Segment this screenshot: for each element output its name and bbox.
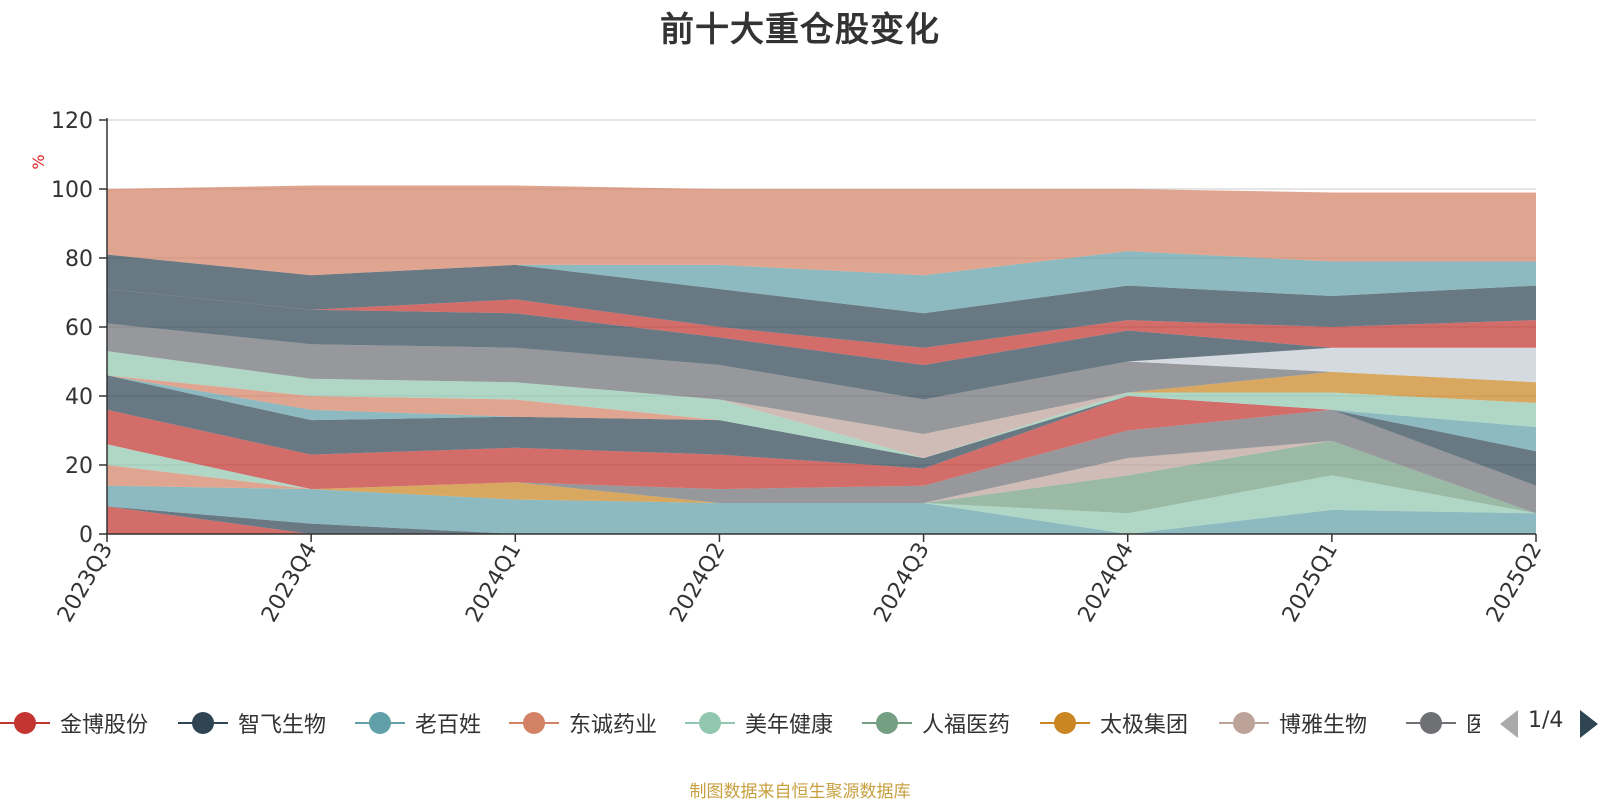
legend-item[interactable]: 美年健康	[685, 705, 833, 741]
area-series-24	[107, 185, 1536, 276]
legend-item[interactable]: 东诚药业	[509, 705, 657, 741]
legend-item[interactable]: 博雅生物	[1219, 705, 1367, 741]
previous-page-icon[interactable]	[1500, 710, 1518, 738]
legend-item[interactable]: 金博股份	[0, 705, 148, 741]
legend-label: 金博股份	[60, 713, 149, 738]
legend-item[interactable]: 老百姓	[355, 705, 481, 741]
area-series-20	[107, 289, 1536, 400]
area-series-23	[107, 251, 1536, 314]
legend-label: 医疗服务	[1466, 713, 1480, 738]
legend-label: 太极集团	[1100, 713, 1189, 738]
x-tick-label: 2023Q3	[53, 539, 118, 627]
legend-circle-icon	[355, 705, 405, 741]
area-series-19	[107, 323, 1536, 400]
y-tick-label: 20	[65, 454, 93, 479]
area-series-8	[107, 440, 1536, 514]
area-series-10	[107, 396, 1536, 490]
area-series-1	[107, 506, 1536, 534]
legend-circle-icon	[1406, 705, 1456, 741]
y-tick-label: 100	[51, 178, 93, 203]
legend-circle-icon	[1219, 705, 1269, 741]
area-series-9	[107, 409, 1536, 514]
x-tick-label: 2025Q2	[1482, 539, 1547, 627]
legend-page-indicator: 1/4	[1528, 708, 1564, 733]
y-axis-label: %	[29, 154, 48, 169]
x-tick-label: 2024Q4	[1074, 539, 1139, 627]
legend-circle-icon	[862, 705, 912, 741]
next-page-icon[interactable]	[1580, 710, 1598, 738]
area-series-18	[107, 323, 1536, 434]
y-tick-label: 120	[51, 109, 93, 134]
stacked-area-chart: 0 20 40 60 80 100 120% 2023Q3 2023Q4 2024Q1 2024Q2…	[29, 109, 1547, 627]
legend-item[interactable]: 智飞生物	[178, 705, 326, 741]
area-series-3	[107, 485, 1536, 534]
legend-label: 博雅生物	[1279, 713, 1368, 738]
area-series	[107, 185, 1536, 534]
y-tick-label: 60	[65, 316, 93, 341]
y-tick-label: 80	[65, 247, 93, 272]
legend-pager: 1/4	[1500, 705, 1600, 741]
y-tick-label: 0	[79, 523, 93, 548]
legend-item[interactable]: 太极集团	[1040, 705, 1188, 741]
y-tick-label: 40	[65, 385, 93, 410]
legend-label: 人福医药	[922, 713, 1011, 738]
area-series-11	[107, 375, 1536, 486]
x-tick-label: 2024Q3	[869, 539, 934, 627]
x-tick-label: 2024Q2	[665, 539, 730, 627]
area-series-7	[107, 440, 1536, 514]
legend-label: 老百姓	[415, 713, 482, 738]
area-series-6	[107, 440, 1536, 514]
area-series-21	[107, 289, 1536, 365]
legend-circle-icon	[509, 705, 559, 741]
legend-item[interactable]: 医疗服务	[1406, 705, 1480, 741]
x-tick-label: 2025Q1	[1278, 539, 1343, 627]
legend-circle-icon	[1040, 705, 1090, 741]
legend-label: 美年健康	[745, 713, 834, 738]
area-series-12	[107, 375, 1536, 459]
legend-circle-icon	[0, 705, 50, 741]
legend-label: 智飞生物	[238, 713, 327, 738]
chart-title: 前十大重仓股变化	[660, 10, 940, 50]
x-tick-label: 2024Q1	[461, 539, 526, 627]
legend-label: 东诚药业	[569, 713, 658, 738]
area-series-5	[107, 444, 1536, 534]
legend: 金博股份 智飞生物 老百姓 东诚药业 美年健康 人福医药 太极集团 博雅生物 医疗服务	[0, 705, 1480, 741]
legend-circle-icon	[685, 705, 735, 741]
area-series-14	[107, 351, 1536, 459]
legend-circle-icon	[178, 705, 228, 741]
x-tick-label: 2023Q4	[257, 539, 322, 627]
data-source-note: 制图数据来自恒生聚源数据库	[689, 782, 911, 802]
legend-item[interactable]: 人福医药	[862, 705, 1010, 741]
